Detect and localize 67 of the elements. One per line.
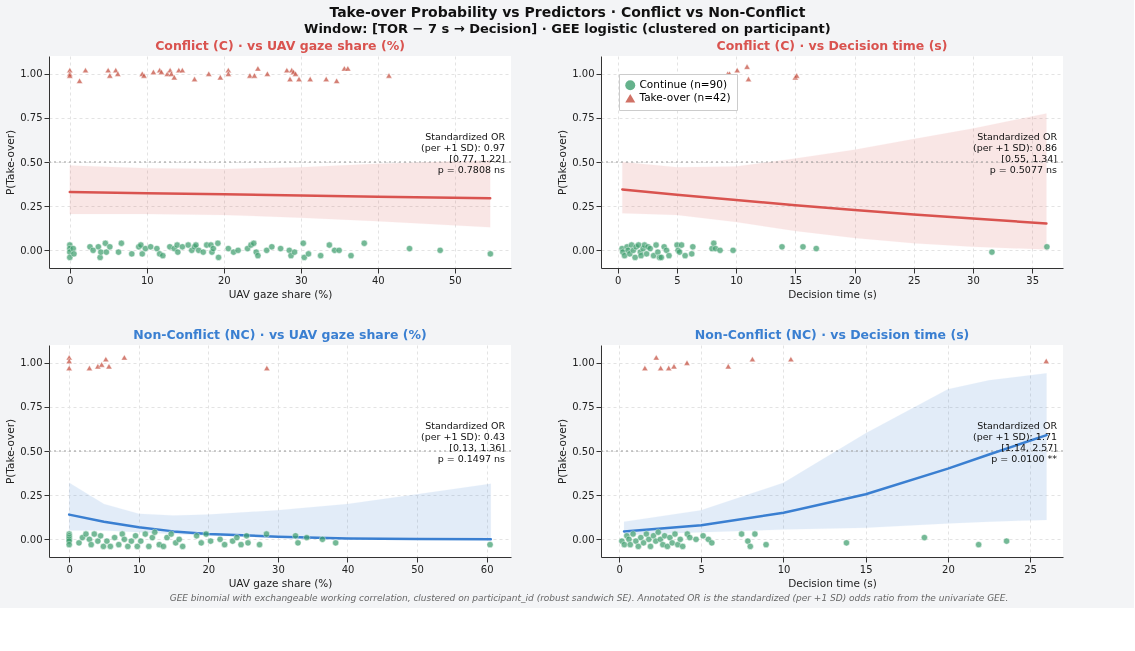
y-tick-label: 0.00 bbox=[572, 533, 595, 545]
x-tick-label: 0 bbox=[614, 274, 622, 286]
y-tick-label: 0.25 bbox=[572, 489, 595, 501]
y-tick-label: 0.75 bbox=[20, 112, 43, 124]
annotation: Standardized OR (per +1 SD): 0.43 [0.13, 1.36] p = 0.1497 ns bbox=[421, 420, 506, 465]
y-tick-label: 1.00 bbox=[20, 68, 43, 80]
x-tick-label: 10 bbox=[777, 563, 791, 575]
x-tick-label: 30 bbox=[272, 563, 285, 575]
chart-title: Conflict (C) · vs Decision time (s) bbox=[716, 37, 948, 53]
x-axis-title: Decision time (s) bbox=[788, 576, 877, 589]
y-tick-label: 0.75 bbox=[20, 401, 43, 413]
chart-title: Conflict (C) · vs UAV gaze share (%) bbox=[155, 37, 405, 53]
y-tick-label: 0.50 bbox=[20, 445, 43, 457]
x-tick-label: 5 bbox=[674, 274, 681, 286]
x-tick-label: 15 bbox=[789, 274, 803, 286]
x-tick-label: 40 bbox=[341, 563, 355, 575]
y-tick-label: 1.00 bbox=[572, 68, 595, 80]
x-axis-title: Decision time (s) bbox=[788, 287, 877, 300]
legend-label: Take-over (n=42) bbox=[638, 91, 731, 104]
annotation: Standardized OR (per +1 SD): 0.97 [0.77, 1.22] p = 0.7808 ns bbox=[421, 131, 506, 176]
x-tick-label: 20 bbox=[942, 563, 955, 575]
legend-label: Continue (n=90) bbox=[639, 78, 728, 91]
y-tick-label: 1.00 bbox=[20, 357, 43, 369]
y-tick-label: 0.75 bbox=[572, 401, 595, 413]
x-tick-label: 20 bbox=[848, 274, 862, 286]
y-tick-label: 0.25 bbox=[20, 200, 43, 212]
x-tick-label: 15 bbox=[859, 563, 873, 575]
x-tick-label: 20 bbox=[217, 274, 231, 286]
y-axis-title: P(Take-over) bbox=[556, 418, 569, 485]
x-tick-label: 0 bbox=[616, 563, 623, 575]
x-tick-label: 25 bbox=[1024, 563, 1037, 575]
x-axis-title: UAV gaze share (%) bbox=[228, 287, 333, 300]
x-tick-label: 10 bbox=[730, 274, 743, 286]
y-tick-label: 0.00 bbox=[20, 244, 43, 256]
x-tick-label: 5 bbox=[698, 563, 705, 575]
chart-title: Non-Conflict (NC) · vs Decision time (s) bbox=[694, 326, 970, 342]
y-tick-label: 0.00 bbox=[572, 244, 595, 256]
x-tick-label: 35 bbox=[1026, 274, 1040, 286]
text: Take-over Probability vs Predictors · Conflict vs Non-Conflict bbox=[329, 3, 806, 20]
y-tick-label: 0.50 bbox=[572, 445, 595, 457]
x-tick-label: 60 bbox=[480, 563, 494, 575]
x-tick-label: 30 bbox=[294, 274, 308, 286]
chart-title: Non-Conflict (NC) · vs UAV gaze share (%) bbox=[133, 326, 427, 342]
text: GEE binomial with exchangeable working correlation, clustered on participant_id (robust sandwich SE). Annotated OR is the standardized (per +1 SD) odds ratio from the univariate GEE. bbox=[169, 593, 1009, 603]
y-axis-title: P(Take-over) bbox=[4, 129, 17, 196]
y-tick-label: 0.50 bbox=[20, 156, 43, 168]
y-tick-label: 0.00 bbox=[20, 533, 43, 545]
x-tick-label: 50 bbox=[411, 563, 424, 575]
x-tick-label: 25 bbox=[907, 274, 921, 286]
x-tick-label: 30 bbox=[967, 274, 980, 286]
y-tick-label: 0.50 bbox=[572, 156, 595, 168]
y-tick-label: 1.00 bbox=[572, 357, 595, 369]
x-tick-label: 50 bbox=[448, 274, 462, 286]
y-axis-title: P(Take-over) bbox=[4, 418, 17, 485]
x-tick-label: 20 bbox=[202, 563, 216, 575]
x-axis-title: UAV gaze share (%) bbox=[228, 576, 333, 589]
x-tick-label: 40 bbox=[371, 274, 385, 286]
x-tick-label: 10 bbox=[140, 274, 154, 286]
x-tick-label: 0 bbox=[66, 563, 73, 575]
annotation: Standardized OR (per +1 SD): 0.86 [0.55, 1.34] p = 0.5077 ns bbox=[973, 131, 1058, 176]
x-tick-label: 0 bbox=[67, 274, 74, 286]
text: Window: [TOR − 7 s → Decision] · GEE logistic (clustered on participant) bbox=[304, 20, 831, 36]
y-tick-label: 0.75 bbox=[572, 112, 595, 124]
y-tick-label: 0.25 bbox=[572, 200, 595, 212]
y-tick-label: 0.25 bbox=[20, 489, 43, 501]
x-tick-label: 10 bbox=[132, 563, 146, 575]
y-axis-title: P(Take-over) bbox=[556, 129, 569, 196]
